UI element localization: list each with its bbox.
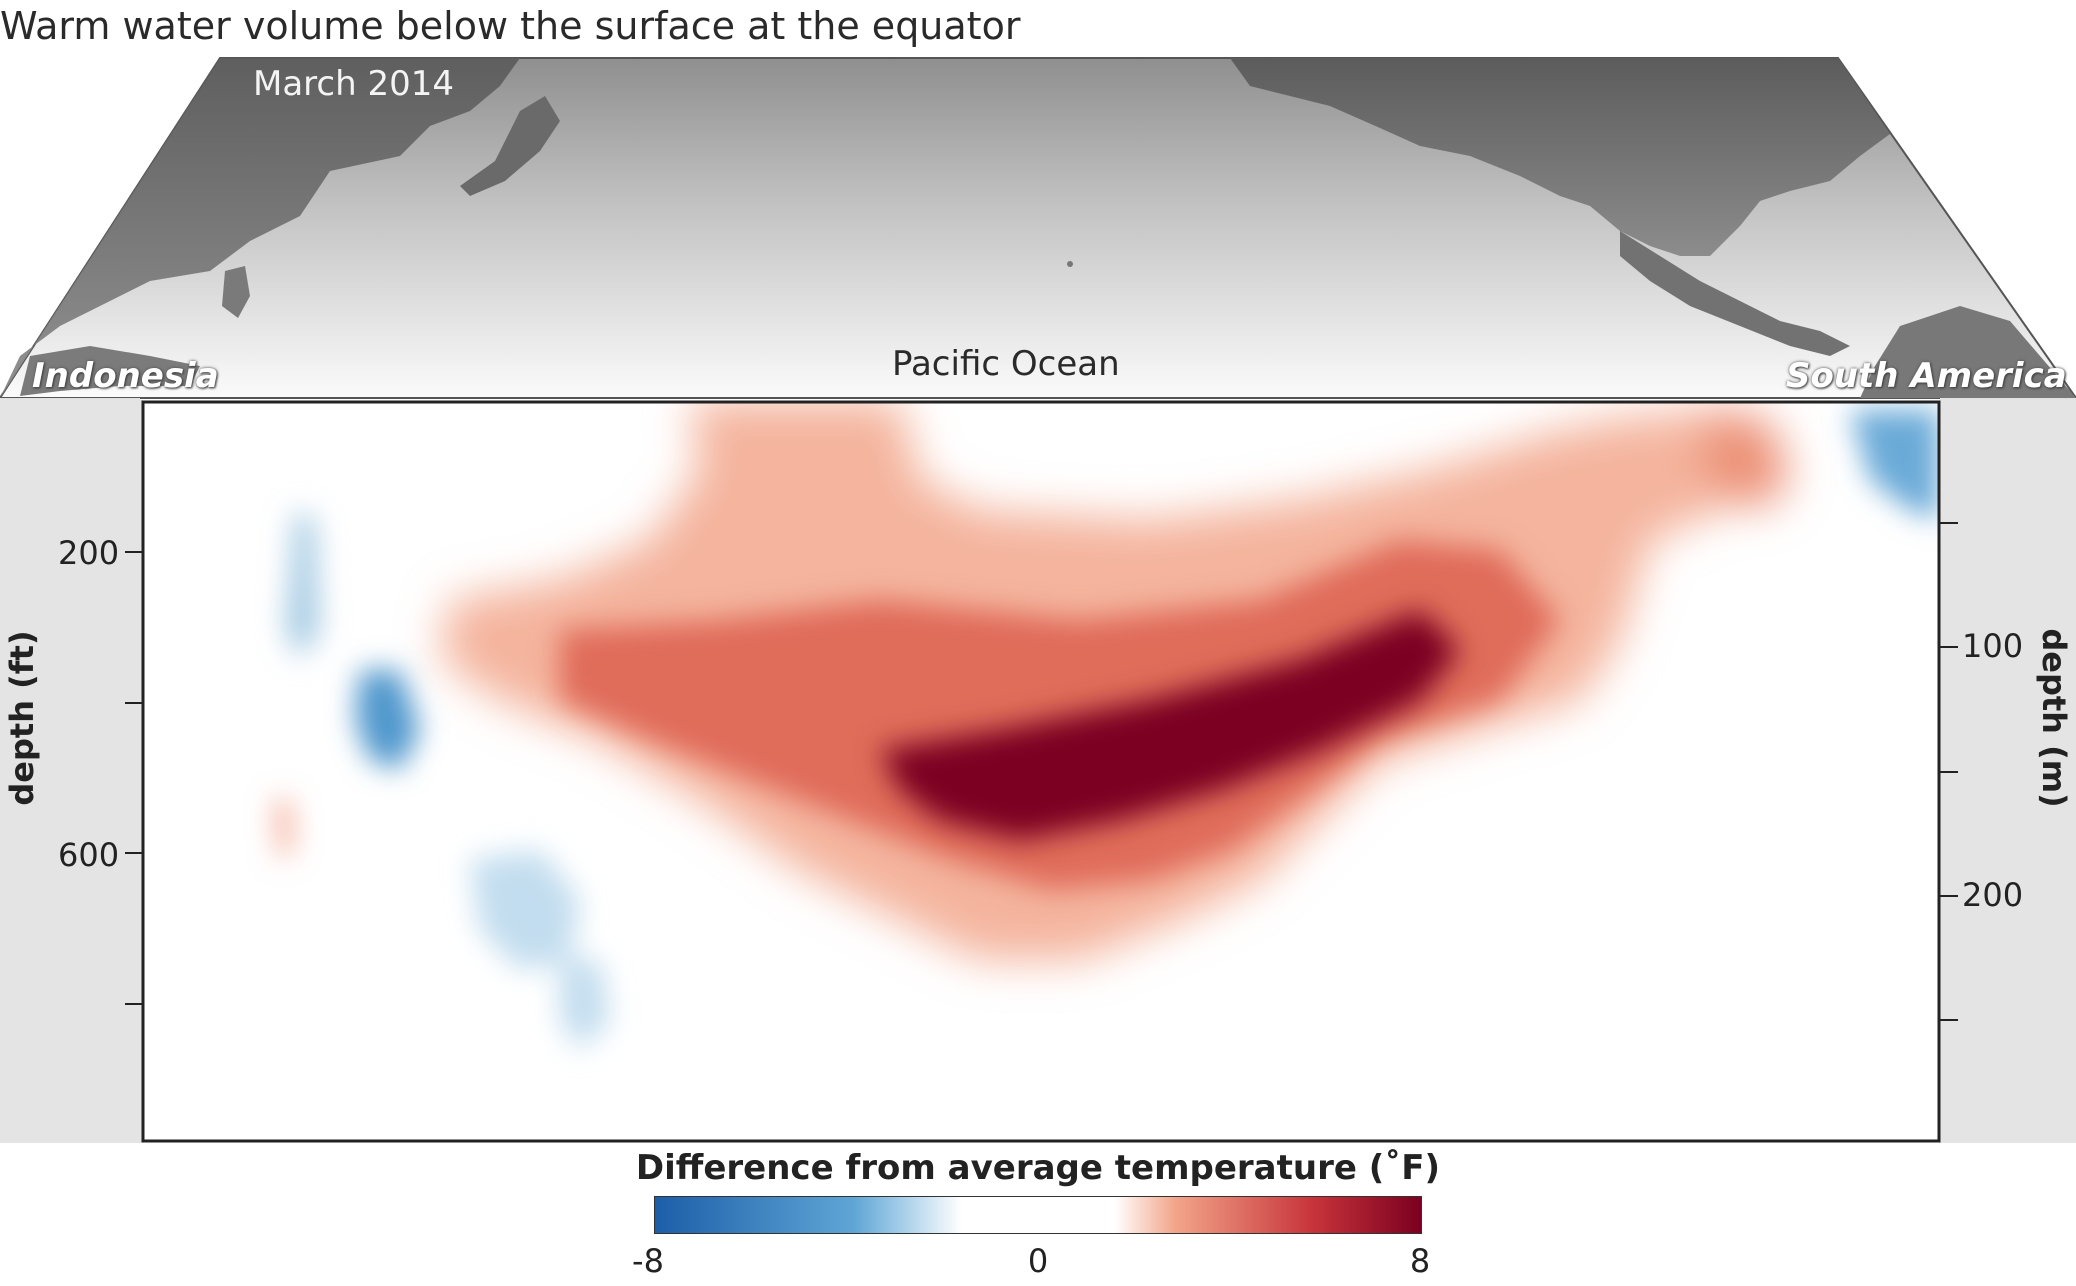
section-right-wall <box>1939 400 2076 1143</box>
warm-anomaly-core <box>880 610 1460 840</box>
south-america-landmass <box>1860 306 2076 398</box>
right-axis-title: depth (m) <box>2035 628 2073 808</box>
left-axis-title: depth (ft) <box>3 630 41 806</box>
north-america-landmass <box>1230 58 1890 256</box>
south-america-label: South America <box>1786 356 2067 396</box>
left-tick-600: 600 <box>58 836 120 874</box>
map-date: March 2014 <box>253 64 454 104</box>
cool-anomalies <box>275 410 1939 1050</box>
legend-min-label: -8 <box>632 1242 664 1280</box>
asia-landmass <box>0 58 520 398</box>
indonesia-landmass <box>20 346 200 396</box>
japan-landmass <box>460 96 560 196</box>
central-america-landmass <box>1620 231 1850 356</box>
hawaii-islands <box>1067 261 1073 267</box>
legend-mid-label: 0 <box>1027 1242 1049 1280</box>
philippines-landmass <box>222 266 250 318</box>
right-axis-ticks <box>1939 522 1958 1021</box>
subsurface-section <box>0 400 2076 1143</box>
ocean-label: Pacific Ocean <box>892 344 1120 384</box>
page-title: Warm water volume below the surface at t… <box>0 4 1021 48</box>
warm-anomaly-middle <box>560 540 1560 890</box>
right-tick-200: 200 <box>1962 876 2024 914</box>
legend-title: Difference from average temperature (˚F) <box>635 1148 1441 1188</box>
legend-color-bar <box>654 1196 1422 1234</box>
indonesia-label: Indonesia <box>32 356 219 396</box>
left-tick-200: 200 <box>58 534 120 572</box>
left-axis-ticks <box>125 551 143 1005</box>
section-left-wall <box>0 400 143 1143</box>
right-tick-100: 100 <box>1962 627 2024 665</box>
legend-max-label: 8 <box>1409 1242 1431 1280</box>
